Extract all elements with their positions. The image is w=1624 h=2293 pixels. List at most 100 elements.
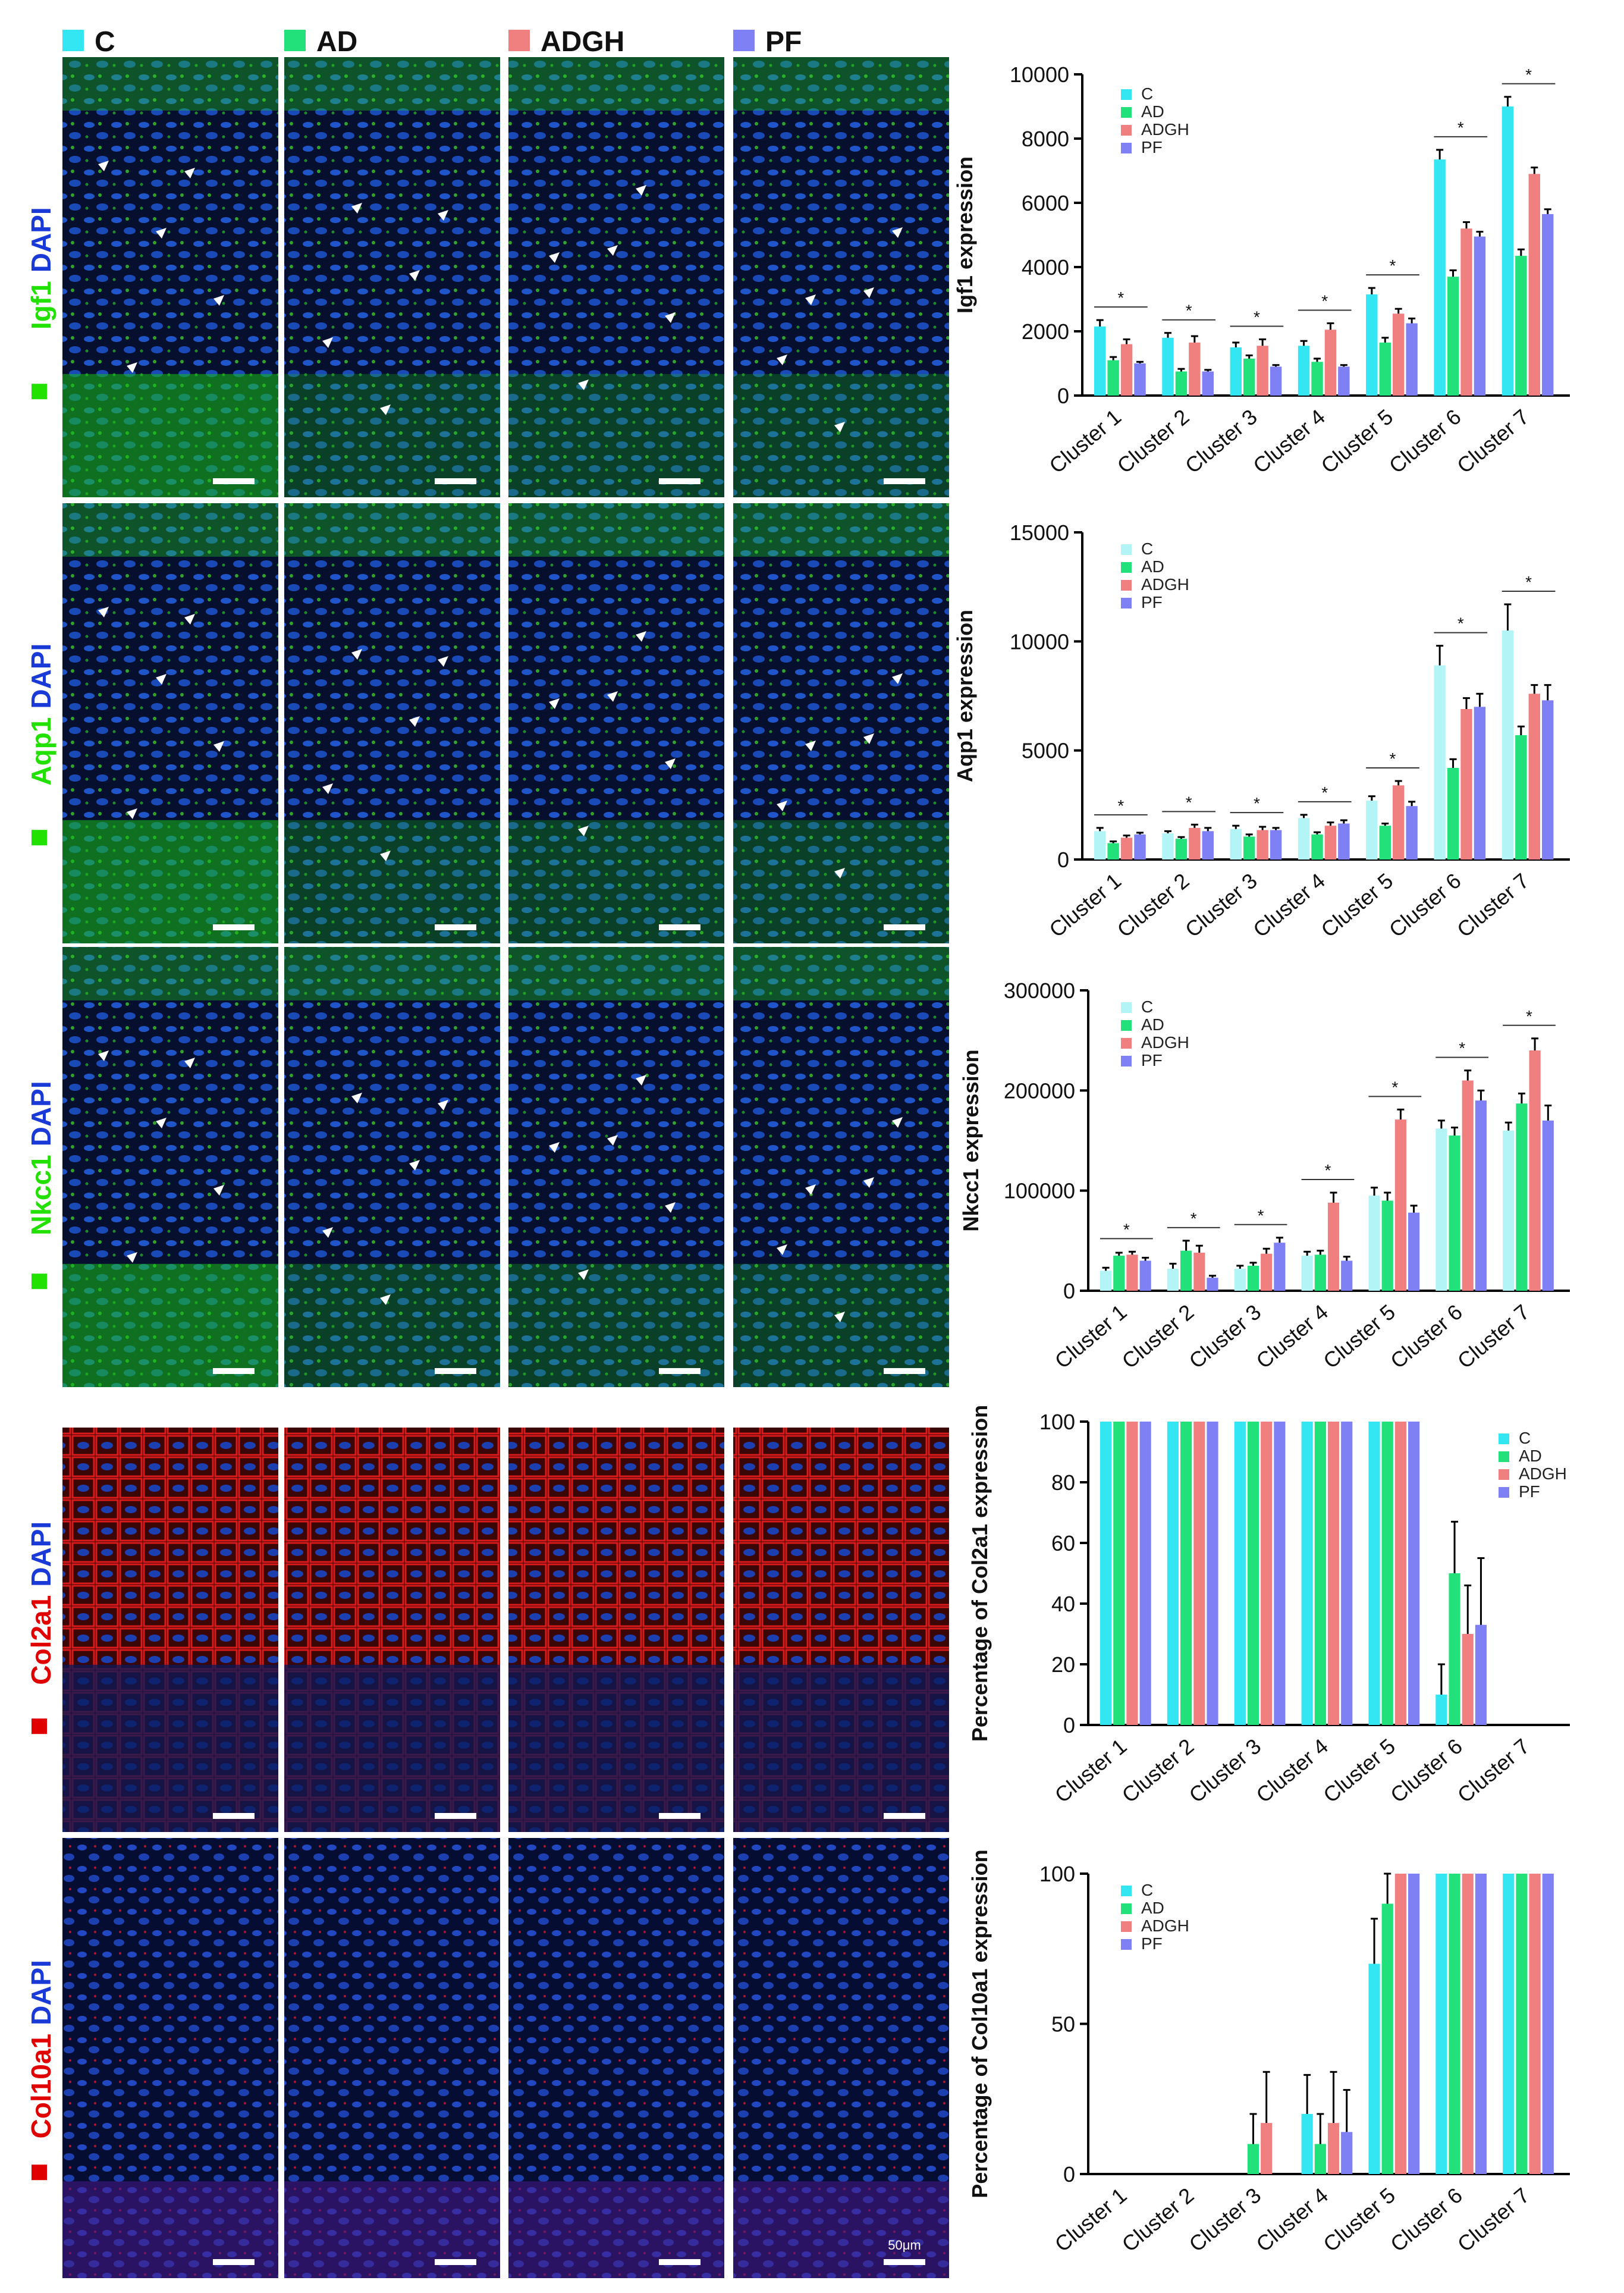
y-tick-label: 300000	[1004, 978, 1075, 1003]
x-tick-label: Cluster 4	[1248, 404, 1330, 478]
panel-stain-top	[284, 57, 500, 111]
x-tick-label-group: Cluster 6	[1386, 1734, 1467, 1808]
panel-stain-top	[733, 503, 949, 557]
bar-c-cluster-6	[1434, 665, 1446, 860]
arrowhead-marker	[777, 801, 787, 811]
x-tick-label: Cluster 1	[1044, 868, 1126, 942]
x-tick-label: Cluster 6	[1384, 404, 1466, 478]
row-label-swatch	[32, 2165, 47, 2181]
significance-star: *	[1186, 302, 1192, 320]
panel-stain-top	[284, 503, 500, 557]
bar-adgh-cluster-3	[1257, 346, 1268, 396]
row-label-swatch	[32, 830, 47, 846]
panel-image	[508, 57, 724, 497]
micrograph-panel	[508, 947, 724, 1387]
panel-top-white	[508, 1392, 724, 1428]
bar-c-cluster-4	[1301, 1256, 1313, 1291]
y-tick-label: 10000	[1010, 629, 1069, 654]
arrowhead-marker	[863, 287, 874, 298]
x-tick-label: Cluster 5	[1318, 2183, 1400, 2257]
arrowhead-marker	[184, 168, 195, 178]
arrowhead-marker	[607, 245, 618, 256]
bar-c-cluster-6	[1435, 1128, 1447, 1291]
bar-c-cluster-6	[1434, 159, 1446, 396]
x-tick-label-group: Cluster 4	[1251, 2183, 1333, 2257]
bar-pf-cluster-5	[1406, 323, 1418, 396]
arrowhead-marker	[834, 422, 845, 432]
bar-c-cluster-7	[1503, 1874, 1515, 2174]
panel-image	[284, 947, 500, 1387]
bar-adgh-cluster-7	[1529, 1050, 1541, 1291]
significance-star: *	[1390, 256, 1396, 275]
bar-pf-cluster-3	[1274, 1422, 1286, 1725]
y-tick-label: 2000	[1022, 319, 1069, 344]
y-tick-label: 0	[1057, 848, 1069, 872]
bar-c-cluster-4	[1298, 346, 1310, 396]
x-tick-label-group: Cluster 2	[1113, 404, 1194, 478]
arrowhead-marker	[156, 228, 167, 239]
arrowhead-marker	[438, 210, 448, 221]
legend-swatch-c	[1121, 1886, 1132, 1896]
arrowhead-marker	[184, 1058, 195, 1068]
arrowhead-marker	[665, 312, 676, 323]
row-label-text: Col10a1 DAPI	[26, 1960, 56, 2138]
y-tick-label: 0	[1063, 2162, 1075, 2187]
x-tick-label: Cluster 5	[1317, 404, 1398, 478]
y-tick-label: 80	[1051, 1470, 1075, 1495]
x-tick-label: Cluster 3	[1180, 868, 1262, 942]
bar-c-cluster-1	[1100, 1271, 1112, 1291]
marker-name: Nkcc1	[26, 1155, 56, 1235]
arrowhead-marker	[351, 649, 362, 660]
significance-star: *	[1390, 749, 1396, 768]
x-tick-label: Cluster 4	[1251, 1734, 1333, 1808]
x-tick-label-group: Cluster 3	[1185, 1734, 1266, 1808]
significance-star: *	[1391, 1078, 1398, 1096]
chart-3: 0 100000 200000 300000 Nkcc1 expression Clust…	[959, 978, 1570, 1373]
micrograph-panel	[284, 1838, 500, 2278]
bar-ad-cluster-5	[1381, 1200, 1393, 1291]
arrowhead-marker	[409, 716, 420, 727]
y-tick-label: 15000	[1010, 520, 1069, 545]
y-tick-label: 8000	[1022, 127, 1069, 151]
panel-stain-band	[733, 374, 949, 497]
bar-c-cluster-1	[1094, 326, 1106, 396]
bar-pf-cluster-2	[1202, 831, 1214, 860]
panel-stain-band	[508, 1263, 724, 1387]
micrograph-panel	[508, 1392, 724, 1832]
panel-image	[508, 503, 724, 943]
bar-c-cluster-4	[1301, 2114, 1313, 2174]
micrograph-panel	[62, 1392, 278, 1832]
x-tick-label-group: Cluster 7	[1453, 1734, 1534, 1808]
y-tick-label: 20	[1051, 1652, 1075, 1677]
micrograph-panel	[733, 503, 949, 943]
x-tick-label-group: Cluster 7	[1452, 404, 1534, 478]
x-tick-label: Cluster 7	[1452, 868, 1534, 942]
bar-c-cluster-1	[1094, 831, 1106, 860]
x-tick-label-group: Cluster 6	[1386, 1300, 1467, 1373]
x-tick-label-group: Cluster 4	[1251, 1300, 1333, 1373]
bar-ad-cluster-4	[1314, 1254, 1326, 1291]
scale-bar	[435, 2259, 476, 2265]
x-tick-label-group: Cluster 5	[1317, 404, 1398, 478]
arrowhead-marker	[665, 758, 676, 769]
bar-adgh-cluster-6	[1460, 228, 1472, 396]
bar-ad-cluster-4	[1311, 362, 1323, 396]
row-label-text: Col2a1 DAPI	[26, 1522, 56, 1685]
x-tick-label: Cluster 2	[1113, 404, 1194, 478]
x-tick-label-group: Cluster 5	[1318, 2183, 1400, 2257]
x-tick-label: Cluster 1	[1044, 404, 1126, 478]
x-tick-label-group: Cluster 1	[1044, 404, 1126, 478]
legend-label-ad: AD	[1141, 1899, 1164, 1917]
y-tick-label: 100	[1039, 1862, 1075, 1886]
y-tick-label: 6000	[1022, 191, 1069, 215]
arrowhead-marker	[805, 294, 816, 305]
scale-bar	[659, 478, 701, 484]
legend-label-adgh: ADGH	[1141, 1033, 1189, 1052]
legend-label-adgh: ADGH	[1141, 1916, 1189, 1935]
row-label-swatch	[32, 1273, 47, 1290]
legend-label-c: C	[1141, 84, 1153, 103]
significance-star: *	[1324, 1161, 1331, 1180]
bar-pf-cluster-4	[1338, 366, 1350, 396]
